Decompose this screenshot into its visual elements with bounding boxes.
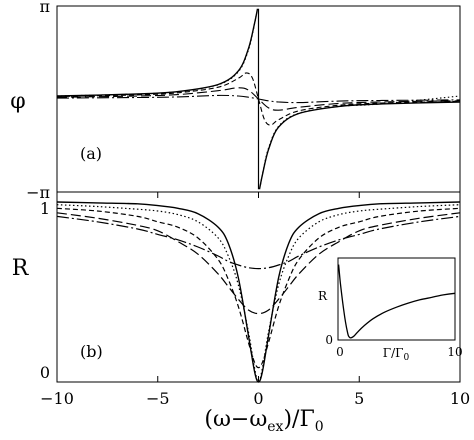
top-ytick-label: −π — [26, 183, 50, 202]
inset-xlabel: Γ/Γ0 — [383, 346, 410, 363]
bottom-xtick-label: 10 — [450, 389, 470, 408]
inset-xtick-label: 0 — [336, 345, 344, 359]
bottom-ylabel: R — [12, 256, 30, 281]
bottom-xtick-label: −10 — [40, 389, 74, 408]
top-series-dashed-line — [56, 72, 461, 126]
bottom-xlabel: (ω−ωex)/Γ0 — [204, 407, 323, 435]
top-ytick-label: π — [39, 0, 50, 16]
inset-ylabel: R — [318, 289, 328, 303]
xlabel-part-2: )/Γ — [283, 407, 314, 432]
inset-ytick-label: 0 — [325, 333, 333, 347]
bottom-xtick-label: 5 — [354, 389, 364, 408]
bottom-ytick-label: 0 — [40, 363, 50, 382]
top-series-solid-line — [56, 8, 461, 190]
xlabel-sub-ex: ex — [267, 419, 283, 435]
bottom-panel-label: (b) — [80, 342, 103, 361]
inset-frame — [337, 257, 456, 341]
bottom-xtick-label: 0 — [253, 389, 263, 408]
inset-series-line — [337, 264, 456, 339]
xlabel-part-1: (ω−ω — [204, 407, 267, 432]
xlabel-sub-0: 0 — [315, 419, 324, 435]
top-ylabel: φ — [10, 89, 25, 114]
inset-xlabel-main: Γ/Γ — [383, 346, 404, 360]
bottom-xtick-label: −5 — [146, 389, 170, 408]
bottom-series-dashed-line — [56, 207, 461, 369]
inset-xtick-label: 10 — [447, 345, 462, 359]
top-panel-label: (a) — [80, 144, 102, 163]
inset-xlabel-sub: 0 — [403, 353, 409, 363]
bottom-ytick-label: 1 — [40, 199, 50, 218]
bottom-series-dash-dot-line — [56, 215, 461, 270]
